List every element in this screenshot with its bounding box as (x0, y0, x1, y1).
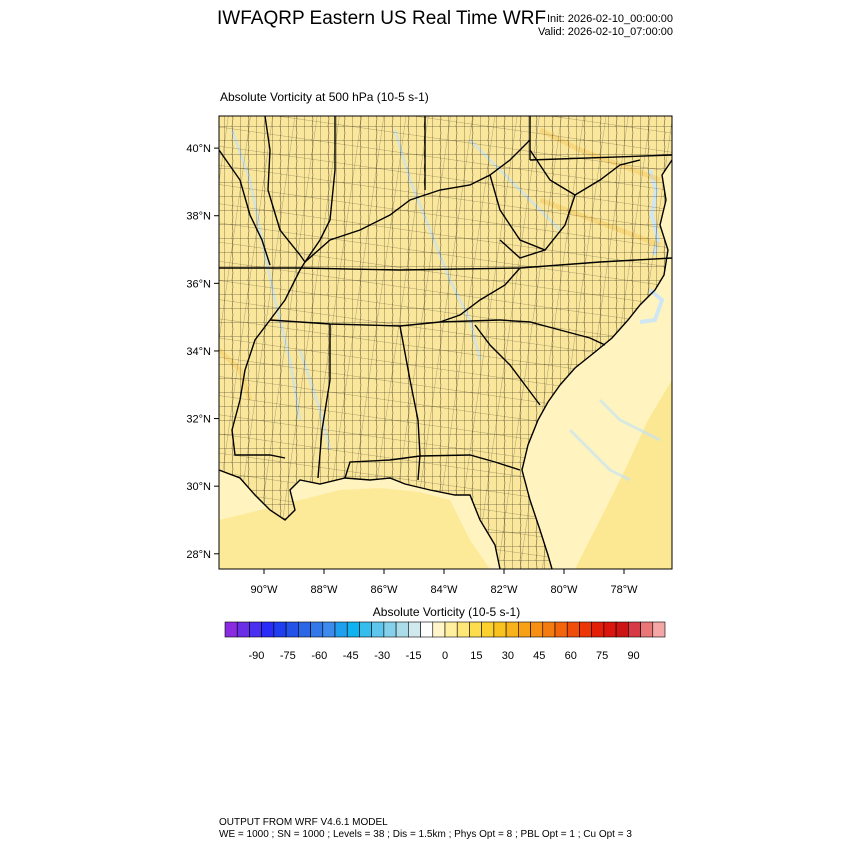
colorbar-tick-label: -75 (280, 650, 296, 662)
colorbar-swatch (261, 621, 275, 638)
lon-tick-label: 78°W (610, 584, 638, 596)
colorbar-swatch (652, 621, 666, 638)
colorbar-tick-label: -90 (248, 650, 264, 662)
colorbar-tick-label: -30 (374, 650, 390, 662)
colorbar-swatch (481, 621, 495, 638)
pamlico-sound (639, 288, 665, 324)
colorbar-swatch (236, 621, 250, 638)
colorbar-swatch (640, 621, 654, 638)
colorbar-swatch (579, 621, 592, 638)
lat-tick-label: 34°N (186, 346, 211, 358)
colorbar-tick-label: 90 (627, 650, 639, 662)
colorbar-swatch (310, 621, 324, 638)
colorbar-swatch (469, 621, 482, 638)
lon-tick-label: 90°W (250, 584, 278, 596)
colorbar-swatch (432, 621, 446, 638)
colorbar-swatch (420, 621, 434, 638)
colorbar-tick-label: 30 (502, 650, 514, 662)
colorbar-swatch (554, 621, 568, 638)
model-footer-line1: OUTPUT FROM WRF V4.6.1 MODEL (219, 817, 388, 828)
colorbar-tick-label: 75 (596, 650, 608, 662)
colorbar-swatch (249, 621, 262, 638)
colorbar-swatch (408, 621, 421, 638)
colorbar-swatch (456, 621, 470, 638)
colorbar-tick-label: -60 (311, 650, 327, 662)
lon-tick-label: 80°W (550, 584, 578, 596)
plot-area (219, 116, 672, 569)
colorbar-swatch (359, 621, 372, 638)
colorbar-tick-label: 60 (565, 650, 577, 662)
colorbar-tick-label: -45 (343, 650, 359, 662)
lat-tick-label: 40°N (186, 143, 211, 155)
colorbar-swatch (530, 621, 544, 638)
colorbar-tick-label: -15 (406, 650, 422, 662)
lon-tick-label: 84°W (430, 584, 458, 596)
county-lines-secondary (219, 116, 672, 569)
colorbar-swatch (591, 621, 605, 638)
colorbar-tick-label: 0 (442, 650, 448, 662)
plot-frame (218, 115, 673, 570)
colorbar-swatch (615, 621, 629, 638)
main-title: IWFAQRP Eastern US Real Time WRF (217, 8, 547, 29)
lat-tick-label: 32°N (186, 414, 211, 426)
gulf-stream-band (575, 380, 672, 569)
colorbar-swatch (298, 621, 311, 638)
colorbar-swatch (628, 621, 641, 638)
colorbar (224, 621, 666, 638)
colorbar-swatch (273, 621, 287, 638)
colorbar-tick-label: 45 (533, 650, 545, 662)
longitude-axis: 90°W 88°W 86°W 84°W 82°W 80°W 78°W (250, 569, 638, 596)
colorbar-labels: -90 -75 -60 -45 -30 -15 0 15 30 45 60 75 90 (248, 650, 639, 662)
colorbar-swatch (505, 621, 519, 638)
lon-tick-label: 86°W (370, 584, 398, 596)
lon-tick-label: 88°W (310, 584, 338, 596)
colorbar-swatch (395, 621, 409, 638)
colorbar-swatch (285, 621, 299, 638)
lon-tick-label: 82°W (490, 584, 518, 596)
colorbar-swatch (334, 621, 348, 638)
field-title: Absolute Vorticity at 500 hPa (10-5 s-1) (220, 90, 429, 104)
colorbar-swatch (346, 621, 360, 638)
colorbar-title: Absolute Vorticity (10-5 s-1) (372, 605, 521, 619)
colorbar-swatch (566, 621, 580, 638)
init-time: Init: 2026-02-10_00:00:00 (547, 13, 673, 25)
colorbar-swatch (542, 621, 556, 638)
lat-tick-label: 30°N (186, 481, 211, 493)
colorbar-swatch (603, 621, 617, 638)
colorbar-swatch (322, 621, 336, 638)
colorbar-swatch (444, 621, 458, 638)
colorbar-swatch (493, 621, 507, 638)
colorbar-swatch (371, 621, 385, 638)
colorbar-tick-label: 15 (470, 650, 482, 662)
colorbar-swatch (518, 621, 531, 638)
lat-tick-label: 28°N (186, 549, 211, 561)
state-boundaries (219, 116, 672, 481)
latitude-axis: 28°N 30°N 32°N 34°N 36°N 38°N 40°N (186, 143, 219, 561)
colorbar-swatch (224, 621, 238, 638)
colorbar-swatch (383, 621, 397, 638)
valid-time: Valid: 2026-02-10_07:00:00 (538, 26, 673, 38)
lat-tick-label: 36°N (186, 278, 211, 290)
model-footer-line2: WE = 1000 ; SN = 1000 ; Levels = 38 ; Di… (219, 829, 632, 840)
lat-tick-label: 38°N (186, 211, 211, 223)
